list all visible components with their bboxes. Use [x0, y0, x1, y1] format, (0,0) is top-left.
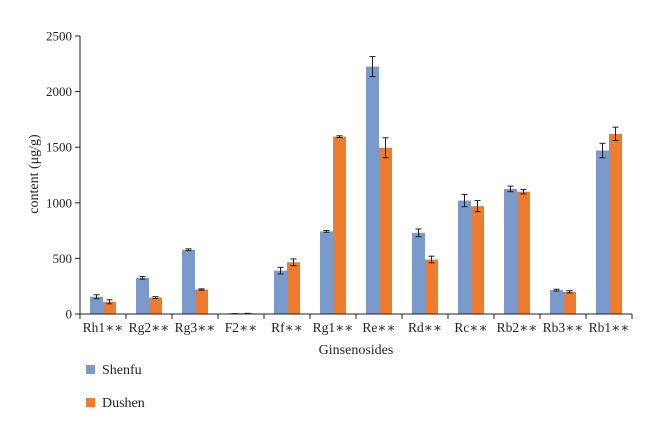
x-ticks: Rh1∗∗ Rg2∗∗ Rg3∗∗ F2∗∗ Rf∗∗ Rg1∗∗ Re∗∗ Rd∗∗ Rc∗∗…: [79, 314, 633, 335]
bar-shenfu-rb2: [504, 188, 517, 314]
bar-shenfu-rh1: [90, 296, 103, 314]
bar-dushen-re: [379, 147, 392, 314]
y-tick-label: 1500: [46, 140, 72, 155]
x-tick-label-rc: Rc∗∗: [454, 320, 487, 335]
bar-shenfu-rf: [274, 270, 287, 314]
y-tick-label: 2500: [46, 29, 72, 44]
bar-shenfu-rg3: [182, 249, 195, 314]
bar-shenfu-re: [366, 66, 379, 314]
bar-dushen-rd: [425, 259, 438, 314]
legend-swatch-dushen: [86, 398, 95, 407]
legend-label-dushen: Dushen: [102, 396, 145, 411]
y-tick-label: 0: [66, 307, 73, 322]
legend-swatch-shenfu: [86, 365, 95, 374]
x-tick-label-rg1: Rg1∗∗: [313, 320, 354, 335]
bar-dushen-rb3: [563, 291, 576, 314]
x-axis: Rh1∗∗ Rg2∗∗ Rg3∗∗ F2∗∗ Rf∗∗ Rg1∗∗ Re∗∗ Rd∗∗ Rc∗∗…: [79, 313, 633, 335]
bar-shenfu-rd: [412, 232, 425, 314]
x-tick-label-rd: Rd∗∗: [408, 320, 442, 335]
bar-shenfu-rc: [458, 200, 471, 314]
x-tick-label-rg2: Rg2∗∗: [129, 320, 170, 335]
x-tick-label-rb1: Rb1∗∗: [589, 320, 630, 335]
bar-shenfu-rb1: [596, 150, 609, 314]
bar-shenfu-rg2: [136, 277, 149, 314]
y-axis-title: content (μg/g): [27, 134, 42, 214]
y-tick-label: 2000: [46, 84, 72, 99]
x-tick-label-rb2: Rb2∗∗: [497, 320, 538, 335]
legend: Shenfu Dushen: [86, 363, 145, 411]
bar-dushen-rb1: [609, 133, 622, 314]
bar-dushen-rh1: [103, 301, 116, 314]
y-axis: 0 500 1000 1500 2000 2500: [46, 29, 81, 322]
y-tick-label: 500: [53, 251, 73, 266]
bar-shenfu-rg1: [320, 231, 333, 314]
bars-group: [90, 66, 622, 314]
x-tick-label-rb3: Rb3∗∗: [543, 320, 584, 335]
bar-dushen-rg3: [195, 289, 208, 314]
bar-dushen-rg2: [149, 297, 162, 314]
error-bars-group: [93, 56, 619, 315]
y-ticks: 0 500 1000 1500 2000 2500: [46, 29, 80, 322]
bar-dushen-rc: [471, 206, 484, 314]
x-tick-label-f2: F2∗∗: [225, 320, 258, 335]
x-axis-title: Ginsenosides: [319, 343, 394, 358]
bar-shenfu-rb3: [550, 290, 563, 314]
bar-dushen-rb2: [517, 191, 530, 314]
x-tick-label-rh1: Rh1∗∗: [83, 320, 124, 335]
bar-dushen-rf: [287, 262, 300, 314]
x-tick-label-re: Re∗∗: [362, 320, 395, 335]
bar-dushen-rg1: [333, 136, 346, 314]
legend-label-shenfu: Shenfu: [102, 363, 142, 378]
x-tick-label-rf: Rf∗∗: [271, 320, 303, 335]
x-tick-label-rg3: Rg3∗∗: [175, 320, 216, 335]
y-tick-label: 1000: [46, 195, 72, 210]
